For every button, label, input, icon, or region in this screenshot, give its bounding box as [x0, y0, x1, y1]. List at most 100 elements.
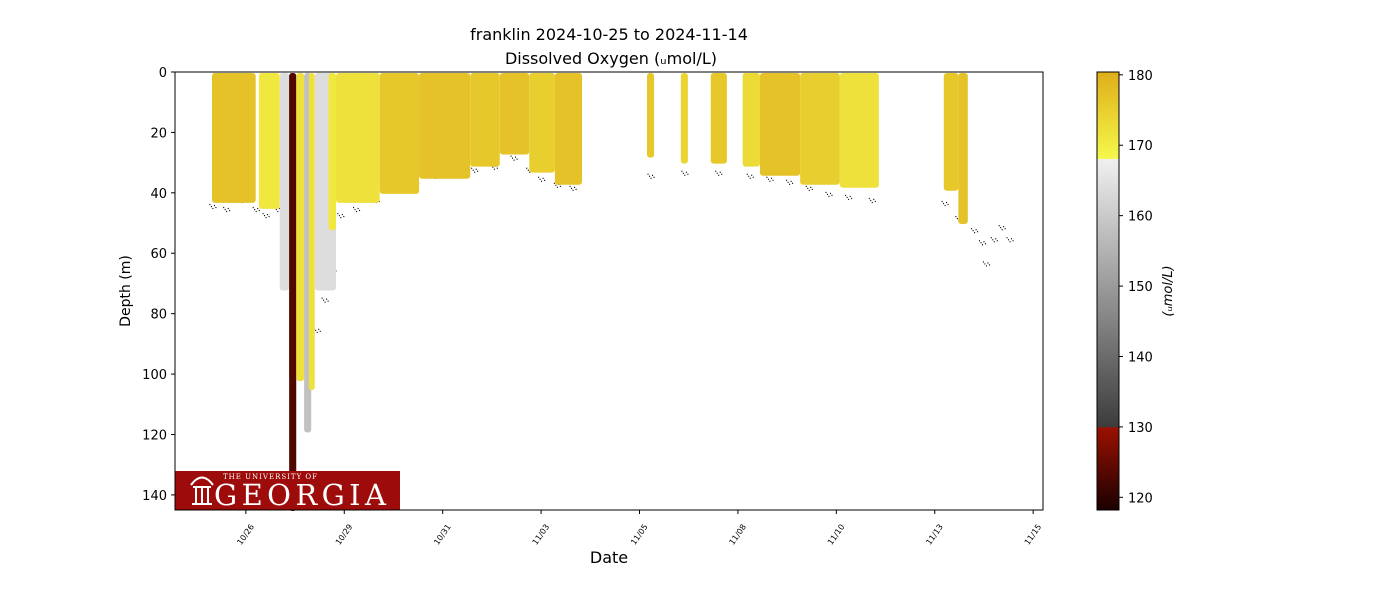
- seafloor-point: [746, 173, 748, 175]
- seafloor-point: [982, 261, 984, 263]
- seafloor-point: [477, 170, 479, 172]
- seafloor-point: [213, 204, 215, 207]
- seafloor-point: [541, 180, 543, 182]
- seafloor-point: [472, 169, 474, 171]
- seafloor-point: [493, 168, 495, 170]
- seafloor-point: [319, 330, 321, 332]
- colorbar-tick-label: 180: [1128, 69, 1153, 84]
- seafloor-point: [555, 184, 557, 186]
- seafloor-point: [569, 185, 571, 187]
- profile-column: [308, 73, 315, 391]
- seafloor-point: [652, 174, 654, 176]
- profile-column: [646, 73, 655, 158]
- seafloor-point: [990, 237, 992, 239]
- seafloor-point: [995, 238, 997, 240]
- seafloor-point: [748, 175, 750, 177]
- seafloor-point: [324, 301, 326, 303]
- x-axis-label: Date: [590, 548, 628, 567]
- profile-column: [529, 73, 555, 173]
- seafloor-point: [808, 189, 810, 191]
- seafloor-point: [526, 167, 528, 169]
- colorbar-tick-label: 160: [1128, 210, 1153, 225]
- seafloor-point: [789, 183, 791, 185]
- seafloor-point: [359, 209, 361, 212]
- profile-column: [279, 73, 290, 291]
- seafloor-point: [1006, 237, 1008, 239]
- profile-column: [958, 73, 968, 225]
- seafloor-point: [571, 187, 573, 189]
- profile-column: [296, 73, 305, 382]
- seafloor-point: [512, 157, 514, 159]
- seafloor-point: [212, 207, 214, 210]
- seafloor-point: [851, 197, 853, 200]
- seafloor-point: [542, 177, 544, 179]
- profile-column: [742, 73, 760, 167]
- seafloor-point: [341, 213, 343, 216]
- seafloor-point: [316, 331, 318, 333]
- seafloor-point: [810, 186, 812, 188]
- seafloor-point: [538, 176, 540, 178]
- seafloor-point: [993, 241, 995, 243]
- seafloor-point: [318, 328, 320, 330]
- seafloor-point: [981, 244, 983, 246]
- seafloor-point: [831, 194, 833, 197]
- seafloor-point: [790, 180, 792, 182]
- seafloor-point: [229, 209, 231, 212]
- seafloor-point: [846, 196, 848, 199]
- logo-subtitle: THE UNIVERSITY OF: [223, 473, 318, 481]
- seafloor-point: [687, 173, 689, 175]
- seafloor-point: [849, 195, 851, 198]
- y-tick-label: 80: [150, 308, 167, 323]
- colorbar-label: (ᵤmol/L): [1161, 265, 1176, 316]
- seafloor-point: [323, 299, 325, 301]
- seafloor-point: [848, 198, 850, 201]
- seafloor-point: [805, 185, 807, 187]
- seafloor-point: [1008, 239, 1010, 241]
- x-tick-label: 11/08: [728, 523, 749, 547]
- seafloor-point: [1012, 240, 1014, 242]
- seafloor-point: [985, 265, 987, 267]
- seafloor-point: [327, 300, 329, 302]
- seafloor-point: [716, 172, 718, 174]
- seafloor-point: [984, 243, 986, 245]
- profile-column: [379, 73, 420, 194]
- y-tick-label: 100: [142, 368, 167, 383]
- logo-title: GEORGIA: [214, 478, 387, 512]
- x-tick-label: 11/15: [1023, 523, 1044, 547]
- colorbar-tick-label: 170: [1128, 139, 1153, 154]
- seafloor-point: [353, 206, 355, 209]
- seafloor-point: [356, 210, 358, 213]
- arch-icon: [190, 476, 214, 505]
- seafloor-point: [766, 176, 768, 178]
- seafloor-point: [682, 172, 684, 174]
- y-tick-label: 120: [142, 428, 167, 443]
- y-tick-label: 0: [159, 66, 167, 81]
- seafloor-point: [340, 216, 342, 219]
- seafloor-point: [515, 156, 517, 158]
- y-tick-label: 140: [142, 489, 167, 504]
- profile-column: [554, 73, 583, 185]
- seafloor-point: [516, 158, 518, 160]
- seafloor-point: [277, 210, 279, 213]
- seafloor-point: [267, 213, 269, 216]
- seafloor-point: [226, 210, 228, 213]
- x-tick-label: 10/29: [334, 523, 355, 547]
- seafloor-point: [873, 198, 875, 201]
- profile-column: [212, 73, 256, 203]
- seafloor-point: [378, 200, 380, 203]
- seafloor-point: [975, 229, 977, 231]
- profile-column: [499, 73, 530, 155]
- seafloor-point: [1011, 238, 1013, 240]
- x-tick-label: 11/13: [924, 523, 945, 547]
- seafloor-point: [650, 177, 652, 179]
- seafloor-point: [871, 201, 873, 204]
- seafloor-point: [257, 207, 259, 210]
- seafloor-point: [992, 239, 994, 241]
- seafloor-point: [829, 192, 831, 195]
- seafloor-point: [946, 201, 948, 204]
- chart-title-line1: franklin 2024-10-25 to 2024-11-14: [470, 25, 748, 44]
- seafloor-point: [471, 167, 473, 169]
- x-tick-label: 10/26: [235, 523, 256, 547]
- chart-title-line2: Dissolved Oxygen (ᵤmol/L): [505, 49, 717, 68]
